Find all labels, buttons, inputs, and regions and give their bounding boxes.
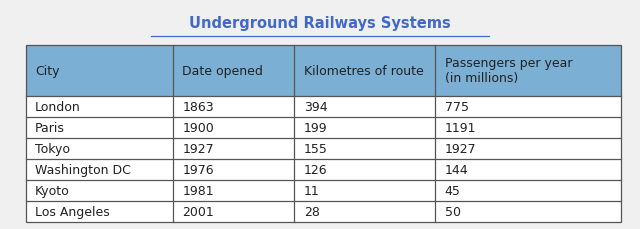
Bar [26,159,621,180]
Text: Kyoto: Kyoto [35,184,70,197]
Text: Tokyo: Tokyo [35,142,70,155]
Text: Washington DC: Washington DC [35,163,131,176]
Bar [26,96,621,117]
Text: 155: 155 [304,142,328,155]
Text: 1976: 1976 [182,163,214,176]
Text: 50: 50 [445,205,461,218]
Text: 126: 126 [304,163,328,176]
Bar [26,46,621,96]
Text: 45: 45 [445,184,461,197]
Bar [26,117,621,138]
Text: 1191: 1191 [445,121,476,134]
Text: 1927: 1927 [445,142,476,155]
Bar [26,138,621,159]
Text: 11: 11 [304,184,320,197]
Text: Underground Railways Systems: Underground Railways Systems [189,16,451,31]
Text: Los Angeles: Los Angeles [35,205,110,218]
Text: Paris: Paris [35,121,65,134]
Bar [26,46,621,222]
Text: 199: 199 [304,121,328,134]
Bar [26,201,621,222]
Text: 2001: 2001 [182,205,214,218]
Text: Passengers per year
(in millions): Passengers per year (in millions) [445,57,572,85]
Text: 775: 775 [445,100,469,113]
Text: 1927: 1927 [182,142,214,155]
Text: 144: 144 [445,163,468,176]
Text: 394: 394 [304,100,328,113]
Text: 1981: 1981 [182,184,214,197]
Text: City: City [35,65,60,77]
Text: Date opened: Date opened [182,65,263,77]
Bar [26,180,621,201]
Text: Kilometres of route: Kilometres of route [304,65,424,77]
Text: 1900: 1900 [182,121,214,134]
Text: 28: 28 [304,205,320,218]
Text: 1863: 1863 [182,100,214,113]
Text: London: London [35,100,81,113]
